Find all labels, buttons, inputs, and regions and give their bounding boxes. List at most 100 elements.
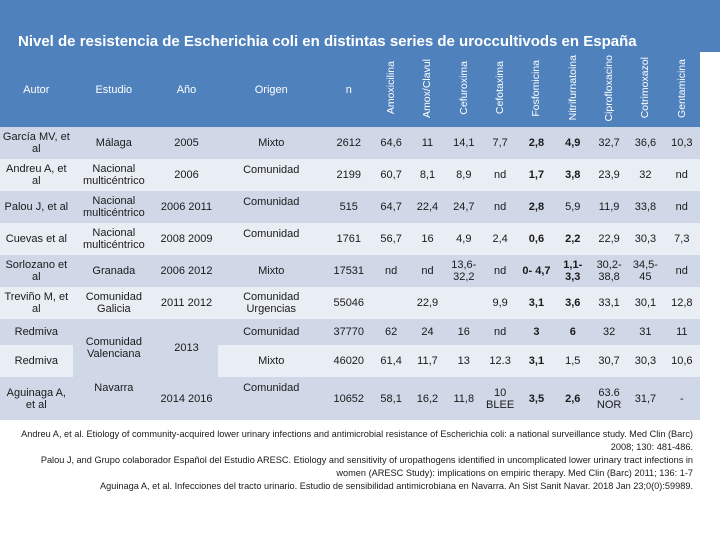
table-row: Palou J, et al Nacional multicéntrico 20… [0,191,700,223]
cell-cefuroxima-span: 22,9 [372,287,482,319]
cell-n: 2612 [324,127,373,159]
cell-cotrimoxazol: 30,3 [627,223,664,255]
cell-origen: Mixto [217,255,325,287]
cell-amoxicilina: 60,7 [372,159,410,191]
cell-nitrofurantoina: 6 [554,319,591,345]
cell-cefuroxima: 13 [445,345,482,377]
header-ciprofloxacino: Ciprofloxacino [590,52,628,127]
header-cotrimoxazol: Cotrimoxazol [627,52,664,127]
cell-amox-clavul: 22,4 [409,191,446,223]
cell-origen: Mixto [217,127,325,159]
table-row: Cuevas et al Nacional multicéntrico 2008… [0,223,700,255]
cell-cefotaxima: 10 BLEE [481,377,519,420]
cell-cefotaxima: 9,9 [481,287,519,319]
header-gentamicina: Gentamicina [663,52,700,127]
cell-autor: Sorlozano et al [0,255,73,287]
cell-gentamicina: 10,3 [663,127,700,159]
cell-ciprofloxacino: 30,2- 38,8 [590,255,628,287]
cell-fosfomicina: 2,8 [518,191,555,223]
table-row: Redmiva Comunidad Valenciana 2013 Comuni… [0,319,700,377]
cell-autor: Treviño M, et al [0,287,73,319]
cell-n: 17531 [324,255,373,287]
cell-origen: Comunidad [217,159,325,191]
cell-cotrimoxazol: 36,6 [627,127,664,159]
cell-anio: 2008 2009 [155,223,218,255]
header-fosfomicina: Fosfomicina [518,52,555,127]
cell-gentamicina: - [663,377,700,420]
cell-autor: Redmiva [0,345,73,377]
cell-amoxicilina: 61,4 [372,345,410,377]
cell-nitrofurantoina: 1,5 [554,345,591,377]
cell-origen: Mixto [217,345,325,377]
cell-cefotaxima: nd [481,191,519,223]
cell-cotrimoxazol: 33,8 [627,191,664,223]
cell-fosfomicina: 3 [518,319,555,345]
cell-amox-clavul: 16 [409,223,446,255]
slide-title: Nivel de resistencia de Escherichia coli… [18,33,637,50]
header-n: n [324,52,373,127]
cell-cotrimoxazol: 30,1 [627,287,664,319]
cell-fosfomicina: 0- 4,7 [518,255,555,287]
cell-cefuroxima: 14,1 [445,127,482,159]
table-row: Andreu A, et al Nacional multicéntrico 2… [0,159,700,191]
cell-amoxicilina: 56,7 [372,223,410,255]
cell-amoxicilina: 62 [372,319,410,345]
cell-gentamicina: nd [663,191,700,223]
cell-amox-clavul: 24 [409,319,446,345]
cell-cefotaxima: nd [481,159,519,191]
cell-estudio: Granada [72,255,155,287]
cell-origen: Comunidad [217,191,325,223]
cell-n: 55046 [324,287,373,319]
cell-ciprofloxacino: 33,1 [590,287,628,319]
cell-ciprofloxacino: 32,7 [590,127,628,159]
reference-palou: Palou J, and Grupo colaborador Español d… [40,455,693,478]
cell-cefuroxima: 11,8 [445,377,482,420]
reference-andreu: Andreu A, et al. Etiology of community-a… [21,429,693,452]
cell-estudio: Nacional multicéntrico [72,191,155,223]
header-origen: Origen [217,52,325,127]
cell-cefotaxima: 12.3 [481,345,519,377]
cell-cefotaxima: nd [481,255,519,287]
header-cefotaxima: Cefotaxima [481,52,519,127]
header-nitrofurantoina: Nitrifurnatoina [554,52,591,127]
cell-gentamicina: 7,3 [663,223,700,255]
table-row: Aguinaga A, et al Navarra 2014 2016 Comu… [0,377,700,420]
cell-autor: Aguinaga A, et al [0,377,73,420]
cell-nitrofurantoina: 2,2 [554,223,591,255]
cell-fosfomicina: 0,6 [518,223,555,255]
cell-autor: Palou J, et al [0,191,73,223]
cell-nitrofurantoina: 3,8 [554,159,591,191]
cell-anio: 2006 [155,159,218,191]
cell-anio: 2005 [155,127,218,159]
slide-title-bar: Nivel de resistencia de Escherichia coli… [0,0,720,52]
cell-anio: 2014 2016 [155,377,218,420]
cell-cefuroxima: 13,6- 32,2 [445,255,482,287]
cell-cefotaxima: nd [481,319,519,345]
cell-gentamicina: 12,8 [663,287,700,319]
cell-amoxicilina: 64,6 [372,127,410,159]
cell-ciprofloxacino: 23,9 [590,159,628,191]
cell-anio: 2006 2012 [155,255,218,287]
cell-anio: 2011 2012 [155,287,218,319]
cell-fosfomicina: 3,1 [518,345,555,377]
cell-n: 515 [324,191,373,223]
header-autor: Autor [0,52,73,127]
cell-amox-clavul: 8,1 [409,159,446,191]
cell-n: 2199 [324,159,373,191]
cell-amox-clavul: 11,7 [409,345,446,377]
cell-cotrimoxazol: 32 [627,159,664,191]
references: Andreu A, et al. Etiology of community-a… [10,428,693,493]
cell-estudio: Nacional multicéntrico [72,159,155,191]
cell-estudio: Navarra [72,377,155,420]
cell-origen: Comunidad Urgencias [217,287,325,319]
cell-estudio: Comunidad Valenciana [72,319,155,377]
cell-cefuroxima: 24,7 [445,191,482,223]
cell-ciprofloxacino: 63.6 NOR [590,377,628,420]
cell-estudio: Comunidad Galicia [72,287,155,319]
cell-nitrofurantoina: 3,6 [554,287,591,319]
cell-cotrimoxazol: 30,3 [627,345,664,377]
cell-gentamicina: 11 [663,319,700,345]
cell-amoxicilina: nd [372,255,410,287]
cell-fosfomicina: 3,5 [518,377,555,420]
cell-amox-clavul: 16,2 [409,377,446,420]
